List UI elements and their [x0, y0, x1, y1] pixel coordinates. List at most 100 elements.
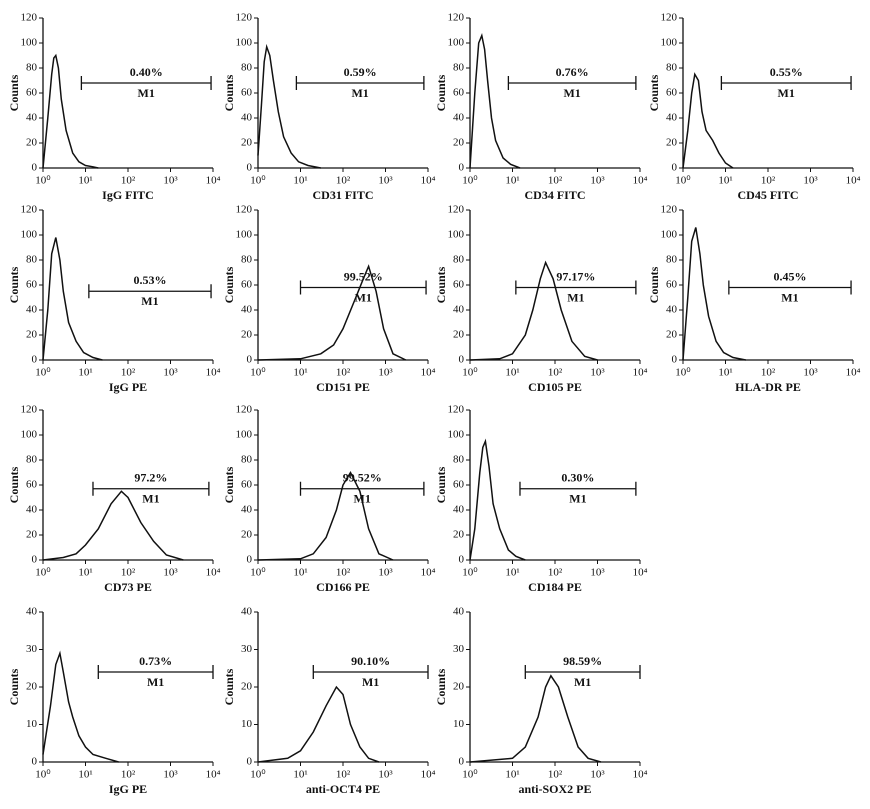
y-tick-label: 0	[672, 354, 678, 366]
gate-label: M1	[563, 86, 580, 100]
y-tick-label: 60	[666, 87, 678, 99]
y-tick-label: 120	[661, 204, 678, 216]
x-tick-label: 10³	[378, 175, 393, 187]
x-tick-label: 10⁰	[250, 567, 266, 579]
y-tick-label: 20	[26, 329, 38, 341]
x-tick-label: 10¹	[505, 567, 519, 579]
y-tick-label: 100	[21, 429, 38, 441]
gate-percent: 90.10%	[351, 654, 390, 668]
y-axis-label: Counts	[222, 266, 236, 303]
gate-label: M1	[362, 675, 379, 689]
y-axis-label: Counts	[222, 466, 236, 503]
y-tick-label: 40	[241, 606, 253, 618]
y-tick-label: 10	[26, 718, 38, 730]
y-tick-label: 30	[241, 643, 253, 655]
x-tick-label: 10³	[590, 175, 605, 187]
x-axis-label: HLA-DR PE	[735, 380, 801, 394]
x-tick-label: 10⁰	[250, 769, 266, 781]
x-tick-label: 10¹	[505, 367, 519, 379]
x-tick-label: 10²	[761, 367, 776, 379]
x-tick-label: 10²	[121, 769, 136, 781]
gate-percent: 99.52%	[343, 471, 382, 485]
x-axis-label: IgG FITC	[102, 188, 154, 202]
y-tick-label: 20	[453, 329, 465, 341]
y-tick-label: 120	[21, 404, 38, 416]
y-tick-label: 40	[26, 304, 38, 316]
y-tick-label: 20	[26, 529, 38, 541]
y-tick-label: 20	[453, 137, 465, 149]
gate-percent: 0.45%	[773, 269, 806, 283]
x-axis-label: CD45 FITC	[737, 188, 798, 202]
x-tick-label: 10¹	[505, 769, 519, 781]
y-tick-label: 40	[453, 606, 465, 618]
gate-percent: 97.17%	[556, 269, 595, 283]
y-tick-label: 20	[241, 137, 253, 149]
histogram-line	[42, 53, 99, 169]
y-tick-label: 20	[241, 529, 253, 541]
y-tick-label: 60	[241, 87, 253, 99]
x-tick-label: 10³	[590, 769, 605, 781]
y-tick-label: 0	[459, 162, 465, 174]
x-tick-label: 10⁰	[250, 175, 266, 187]
x-tick-label: 10⁰	[35, 367, 51, 379]
x-tick-label: 10¹	[505, 175, 519, 187]
y-tick-label: 120	[448, 404, 465, 416]
x-tick-label: 10⁴	[633, 367, 648, 379]
x-tick-label: 10²	[336, 567, 351, 579]
gate-label: M1	[569, 492, 586, 506]
y-tick-label: 100	[448, 429, 465, 441]
x-tick-label: 10³	[378, 567, 393, 579]
y-tick-label: 60	[241, 279, 253, 291]
histogram-line	[682, 227, 746, 361]
y-tick-label: 100	[661, 229, 678, 241]
x-tick-label: 10⁰	[250, 367, 266, 379]
y-tick-label: 40	[241, 112, 253, 124]
y-axis-label: Counts	[222, 668, 236, 705]
x-tick-label: 10¹	[78, 175, 92, 187]
y-axis-label: Counts	[222, 74, 236, 111]
x-tick-label: 10¹	[78, 567, 92, 579]
x-tick-label: 10³	[163, 175, 178, 187]
x-tick-label: 10¹	[718, 367, 732, 379]
y-tick-label: 20	[241, 681, 253, 693]
x-axis-label: anti-OCT4 PE	[306, 782, 380, 796]
x-tick-label: 10⁴	[846, 367, 861, 379]
y-tick-label: 100	[448, 37, 465, 49]
y-tick-label: 100	[21, 229, 38, 241]
y-tick-label: 100	[448, 229, 465, 241]
gate-percent: 0.76%	[556, 65, 589, 79]
gate-percent: 0.53%	[133, 273, 166, 287]
y-tick-label: 20	[453, 529, 465, 541]
histogram-line	[469, 32, 521, 169]
histogram-line	[469, 674, 602, 763]
x-tick-label: 10⁴	[633, 175, 648, 187]
gate-percent: 0.73%	[139, 654, 172, 668]
y-axis-label: Counts	[647, 74, 661, 111]
x-tick-label: 10²	[121, 367, 136, 379]
x-tick-label: 10²	[336, 175, 351, 187]
y-tick-label: 80	[453, 254, 465, 266]
x-tick-label: 10¹	[718, 175, 732, 187]
x-tick-label: 10¹	[293, 175, 307, 187]
gate-percent: 0.55%	[770, 65, 803, 79]
y-tick-label: 60	[241, 479, 253, 491]
y-tick-label: 0	[32, 354, 38, 366]
y-tick-label: 30	[453, 643, 465, 655]
x-tick-label: 10¹	[293, 567, 307, 579]
y-tick-label: 20	[666, 329, 678, 341]
histogram-line	[42, 237, 103, 361]
y-tick-label: 40	[453, 112, 465, 124]
x-tick-label: 10³	[590, 367, 605, 379]
gate-percent: 0.59%	[344, 65, 377, 79]
x-tick-label: 10⁰	[462, 367, 478, 379]
y-tick-label: 120	[236, 404, 253, 416]
y-tick-label: 120	[21, 12, 38, 24]
y-tick-label: 80	[241, 254, 253, 266]
histogram-line	[257, 470, 394, 561]
y-tick-label: 60	[26, 87, 38, 99]
x-tick-label: 10⁰	[675, 367, 691, 379]
x-tick-label: 10³	[163, 367, 178, 379]
histogram-line	[257, 685, 380, 763]
x-tick-label: 10³	[163, 769, 178, 781]
x-tick-label: 10⁰	[462, 769, 478, 781]
